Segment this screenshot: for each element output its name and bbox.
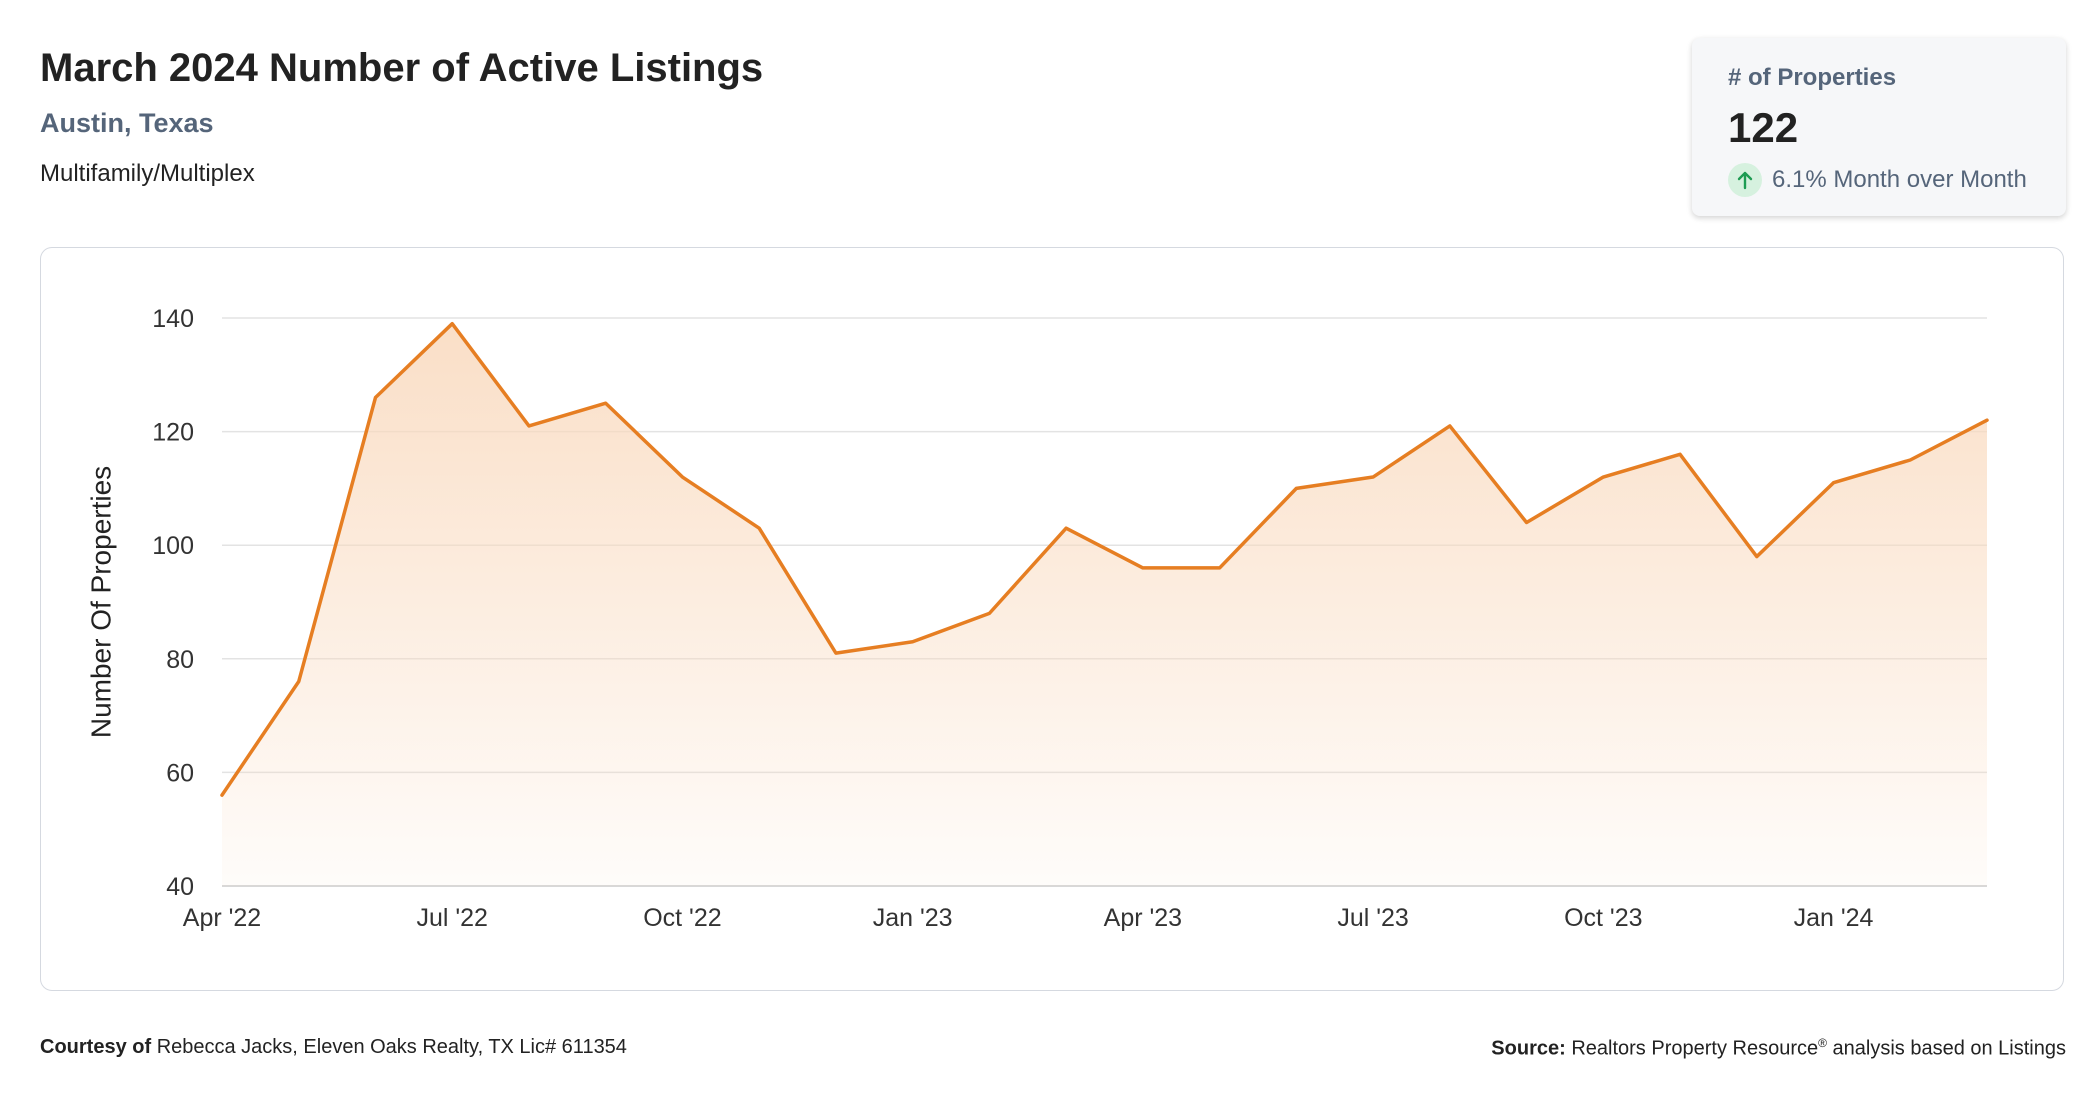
data-point[interactable] (1064, 526, 1068, 530)
y-tick-label: 100 (152, 532, 194, 560)
data-point[interactable] (987, 611, 991, 615)
data-point[interactable] (604, 401, 608, 405)
data-point[interactable] (911, 640, 915, 644)
y-axis-label: Number Of Properties (85, 466, 116, 738)
page-title: March 2024 Number of Active Listings (40, 46, 764, 90)
registered-mark: ® (1818, 1036, 1827, 1050)
data-point[interactable] (450, 322, 454, 326)
kpi-value: 122 (1728, 104, 1799, 151)
data-point[interactable] (834, 651, 838, 655)
courtesy-footer: Courtesy of Rebecca Jacks, Eleven Oaks R… (40, 1036, 627, 1059)
data-point[interactable] (1141, 566, 1145, 570)
x-tick-label: Apr '22 (183, 904, 261, 932)
x-tick-label: Oct '23 (1564, 904, 1642, 932)
y-tick-label: 120 (152, 419, 194, 447)
data-point[interactable] (220, 793, 224, 797)
kpi-change: 6.1% Month over Month (1728, 162, 2027, 198)
chart-container: 40 60 80 100 120 140 Apr '22 Jul '22 Oct '22 Jan… (40, 247, 2064, 991)
courtesy-text: Rebecca Jacks, Eleven Oaks Realty, TX Li… (156, 1036, 627, 1058)
series-line (220, 321, 1989, 797)
kpi-card: # of Properties 122 6.1% Month over Mont… (1692, 38, 2066, 216)
kpi-label: # of Properties (1728, 64, 1897, 91)
x-tick-label: Oct '22 (643, 904, 721, 932)
data-point[interactable] (1908, 458, 1912, 462)
area-fill (222, 323, 1987, 886)
x-tick-label: Jul '22 (416, 904, 487, 932)
data-point[interactable] (1371, 475, 1375, 479)
y-tick-label: 140 (152, 305, 194, 333)
data-point[interactable] (1832, 481, 1836, 485)
arrow-up-icon (1728, 163, 1762, 197)
data-point[interactable] (373, 396, 377, 400)
data-point[interactable] (1294, 486, 1298, 490)
x-tick-label: Jan '23 (873, 904, 953, 932)
data-point[interactable] (1755, 555, 1759, 559)
source-suffix: analysis based on Listings (1832, 1037, 2066, 1060)
data-point[interactable] (757, 526, 761, 530)
y-tick-label: 80 (166, 646, 194, 674)
data-point[interactable] (1985, 418, 1989, 422)
x-tick-label: Jan '24 (1794, 904, 1874, 932)
source-text: Realtors Property Resource (1571, 1037, 1819, 1060)
kpi-change-text: 6.1% Month over Month (1772, 166, 2027, 193)
x-tick-label: Apr '23 (1104, 904, 1182, 932)
data-point[interactable] (680, 475, 684, 479)
data-point[interactable] (1678, 452, 1682, 456)
data-point[interactable] (1601, 475, 1605, 479)
data-point[interactable] (297, 680, 301, 684)
data-point[interactable] (1525, 520, 1529, 524)
property-type-label: Multifamily/Multiplex (40, 160, 255, 187)
location-subtitle: Austin, Texas (40, 108, 214, 138)
source-footer: Source: Realtors Property Resource® anal… (1491, 1036, 2066, 1061)
y-tick-label: 40 (166, 873, 194, 901)
data-point[interactable] (527, 424, 531, 428)
x-tick-label: Jul '23 (1337, 904, 1408, 932)
courtesy-label: Courtesy of (40, 1036, 152, 1058)
y-tick-label: 60 (166, 759, 194, 787)
source-label: Source: (1491, 1037, 1566, 1060)
data-point[interactable] (1218, 566, 1222, 570)
line-chart: 40 60 80 100 120 140 Apr '22 Jul '22 Oct '22 Jan… (85, 305, 1989, 932)
data-point[interactable] (1448, 424, 1452, 428)
